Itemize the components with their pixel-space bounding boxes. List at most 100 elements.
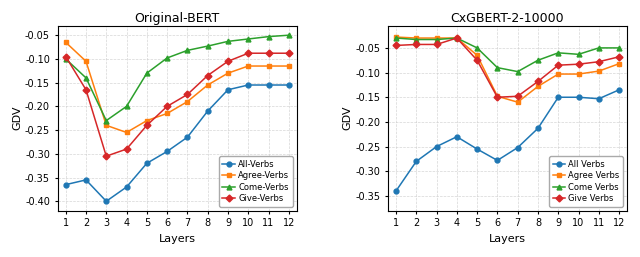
Give Verbs [392, 44, 400, 47]
All Verbs [392, 189, 400, 192]
Give Verbs [473, 59, 481, 62]
Give Verbs [453, 36, 461, 40]
All-Verbs [62, 183, 70, 186]
All Verbs [615, 88, 623, 91]
Agree Verbs [534, 85, 542, 88]
Line: Give-Verbs: Give-Verbs [63, 51, 291, 159]
All-Verbs [143, 162, 150, 165]
All-Verbs [285, 84, 292, 87]
Come Verbs [595, 46, 603, 49]
Agree Verbs [615, 62, 623, 65]
Agree Verbs [595, 70, 603, 73]
Give Verbs [615, 55, 623, 58]
All-Verbs [224, 88, 232, 91]
X-axis label: Layers: Layers [159, 234, 196, 244]
Agree-Verbs [224, 72, 232, 75]
Line: Come Verbs: Come Verbs [394, 36, 621, 74]
Agree Verbs [554, 72, 562, 76]
Come-Verbs [265, 35, 273, 38]
Come Verbs [554, 51, 562, 54]
All Verbs [575, 96, 582, 99]
Give-Verbs [184, 93, 191, 96]
Give-Verbs [285, 52, 292, 55]
Title: Original-BERT: Original-BERT [134, 12, 220, 24]
Line: Come-Verbs: Come-Verbs [63, 33, 291, 123]
Come Verbs [514, 70, 522, 73]
Give Verbs [493, 96, 501, 99]
Come-Verbs [204, 44, 212, 48]
Come Verbs [534, 59, 542, 62]
Y-axis label: GDV: GDV [342, 106, 353, 131]
Give-Verbs [244, 52, 252, 55]
Line: All-Verbs: All-Verbs [63, 82, 291, 204]
Agree Verbs [473, 54, 481, 57]
Give-Verbs [62, 55, 70, 58]
Give-Verbs [163, 105, 171, 108]
Agree Verbs [514, 101, 522, 104]
Come-Verbs [224, 40, 232, 43]
Come-Verbs [184, 49, 191, 52]
All-Verbs [82, 178, 90, 181]
Agree Verbs [453, 36, 461, 40]
All Verbs [595, 97, 603, 100]
Give Verbs [554, 64, 562, 67]
X-axis label: Layers: Layers [489, 234, 526, 244]
Come-Verbs [244, 38, 252, 41]
Give-Verbs [265, 52, 273, 55]
All Verbs [473, 148, 481, 151]
Give Verbs [595, 60, 603, 63]
Agree-Verbs [102, 124, 110, 127]
Come Verbs [453, 36, 461, 40]
Come Verbs [412, 38, 420, 41]
Give Verbs [412, 43, 420, 46]
All Verbs [554, 96, 562, 99]
All-Verbs [265, 84, 273, 87]
Give-Verbs [123, 148, 131, 151]
Come Verbs [615, 46, 623, 49]
Come-Verbs [285, 34, 292, 37]
Give-Verbs [82, 88, 90, 91]
All-Verbs [102, 200, 110, 203]
Agree-Verbs [62, 41, 70, 44]
All-Verbs [123, 186, 131, 189]
Agree Verbs [493, 95, 501, 98]
Agree-Verbs [123, 131, 131, 134]
Come-Verbs [62, 57, 70, 60]
Come-Verbs [143, 72, 150, 75]
All-Verbs [163, 150, 171, 153]
Give Verbs [514, 95, 522, 98]
Come Verbs [575, 53, 582, 56]
Y-axis label: GDV: GDV [12, 106, 22, 131]
Give-Verbs [204, 74, 212, 77]
Line: Agree-Verbs: Agree-Verbs [63, 40, 291, 135]
Give Verbs [575, 63, 582, 66]
Agree-Verbs [184, 100, 191, 103]
Come-Verbs [102, 119, 110, 122]
Legend: All-Verbs, Agree-Verbs, Come-Verbs, Give-Verbs: All-Verbs, Agree-Verbs, Come-Verbs, Give… [219, 157, 292, 207]
Agree-Verbs [285, 65, 292, 68]
Come Verbs [493, 66, 501, 69]
Agree-Verbs [265, 65, 273, 68]
Come-Verbs [163, 57, 171, 60]
All Verbs [412, 160, 420, 163]
Come Verbs [392, 36, 400, 40]
Give Verbs [534, 80, 542, 83]
Agree-Verbs [82, 60, 90, 63]
Line: Agree Verbs: Agree Verbs [394, 35, 621, 105]
All-Verbs [244, 84, 252, 87]
All-Verbs [184, 136, 191, 139]
All Verbs [514, 146, 522, 149]
Come-Verbs [82, 76, 90, 79]
Give-Verbs [224, 60, 232, 63]
Give Verbs [433, 43, 440, 46]
Agree Verbs [392, 35, 400, 39]
Come-Verbs [123, 105, 131, 108]
Agree-Verbs [244, 65, 252, 68]
Title: CxGBERT-2-10000: CxGBERT-2-10000 [451, 12, 564, 24]
All-Verbs [204, 109, 212, 113]
Agree-Verbs [143, 119, 150, 122]
Agree Verbs [412, 36, 420, 40]
All Verbs [453, 135, 461, 138]
Come Verbs [433, 38, 440, 41]
All Verbs [534, 127, 542, 130]
